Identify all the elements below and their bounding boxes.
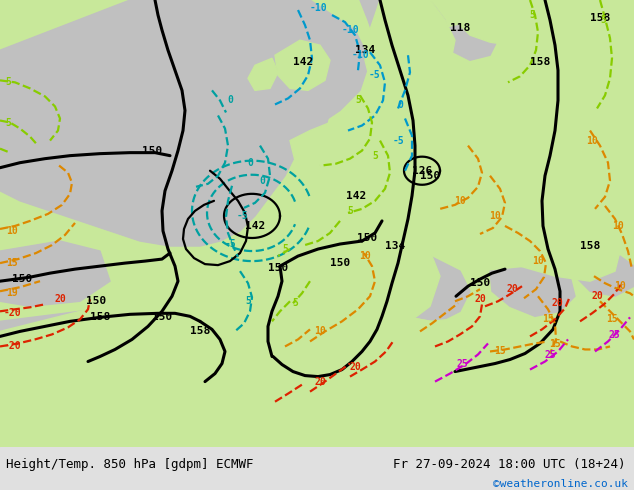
Text: 150: 150 <box>357 233 377 243</box>
Text: 20: 20 <box>474 294 486 304</box>
Polygon shape <box>248 58 278 90</box>
Text: 20: 20 <box>506 284 518 294</box>
Text: 15: 15 <box>6 258 18 268</box>
Text: 15: 15 <box>549 340 561 349</box>
Text: 5: 5 <box>245 296 251 306</box>
Text: 150: 150 <box>268 263 288 273</box>
Polygon shape <box>460 216 620 281</box>
Text: -10: -10 <box>309 3 327 13</box>
Text: 10: 10 <box>489 211 501 221</box>
Polygon shape <box>270 96 330 141</box>
Text: 25: 25 <box>608 330 620 341</box>
Polygon shape <box>425 70 485 121</box>
Text: ©weatheronline.co.uk: ©weatheronline.co.uk <box>493 479 628 489</box>
Polygon shape <box>490 266 575 317</box>
Text: 20: 20 <box>349 362 361 371</box>
Text: 10: 10 <box>612 221 624 231</box>
Text: 15: 15 <box>542 315 554 324</box>
Text: 0: 0 <box>227 96 233 105</box>
Text: 5: 5 <box>347 206 353 216</box>
Text: 10: 10 <box>454 196 466 206</box>
Polygon shape <box>0 0 370 246</box>
Text: 5: 5 <box>529 10 535 20</box>
Polygon shape <box>412 166 465 256</box>
Polygon shape <box>295 251 470 321</box>
Polygon shape <box>422 196 495 256</box>
Text: -5: -5 <box>224 239 236 249</box>
Polygon shape <box>0 301 634 447</box>
Text: 5: 5 <box>355 96 361 105</box>
Text: 158: 158 <box>90 312 110 322</box>
Text: -5: -5 <box>236 211 248 221</box>
Text: 0: 0 <box>397 100 403 110</box>
Polygon shape <box>272 231 440 331</box>
Text: 158: 158 <box>190 326 210 337</box>
Text: 150: 150 <box>142 146 162 156</box>
Text: 5: 5 <box>372 150 378 161</box>
Text: 20: 20 <box>551 298 563 308</box>
Text: 0: 0 <box>259 176 265 186</box>
Text: -10: -10 <box>351 50 369 60</box>
Text: 0: 0 <box>247 158 253 168</box>
Polygon shape <box>430 100 545 176</box>
Text: -5: -5 <box>369 71 381 80</box>
Text: Fr 27-09-2024 18:00 UTC (18+24): Fr 27-09-2024 18:00 UTC (18+24) <box>393 459 626 471</box>
Text: 118: 118 <box>450 23 470 33</box>
Polygon shape <box>0 311 130 371</box>
Polygon shape <box>365 0 455 100</box>
Text: 19: 19 <box>6 288 18 298</box>
Text: 10: 10 <box>314 326 326 337</box>
Text: 15: 15 <box>494 346 506 357</box>
Text: 142: 142 <box>245 221 265 231</box>
Text: 10: 10 <box>586 136 598 146</box>
Text: 150: 150 <box>420 171 440 181</box>
Text: 150: 150 <box>330 258 350 268</box>
Text: 134: 134 <box>385 241 405 251</box>
Polygon shape <box>360 0 450 80</box>
Polygon shape <box>0 306 634 447</box>
Text: 5: 5 <box>5 118 11 127</box>
Text: 126: 126 <box>412 166 432 176</box>
Text: 5: 5 <box>600 15 606 25</box>
Text: 150: 150 <box>12 274 32 284</box>
Text: -5: -5 <box>392 136 404 146</box>
Text: 15: 15 <box>606 315 618 324</box>
Text: -10: -10 <box>341 25 359 35</box>
Text: 142: 142 <box>346 191 366 201</box>
Text: Height/Temp. 850 hPa [gdpm] ECMWF: Height/Temp. 850 hPa [gdpm] ECMWF <box>6 459 254 471</box>
Text: 5: 5 <box>5 77 11 87</box>
Text: 158: 158 <box>590 13 610 23</box>
Text: 25: 25 <box>456 359 468 368</box>
Text: 10: 10 <box>6 226 18 236</box>
Polygon shape <box>578 256 634 296</box>
Text: 20: 20 <box>591 291 603 301</box>
Text: 10: 10 <box>359 251 371 261</box>
Text: 25: 25 <box>544 350 556 361</box>
Text: -20: -20 <box>3 342 21 351</box>
Text: 5: 5 <box>292 298 298 308</box>
Text: 20: 20 <box>314 377 326 387</box>
Polygon shape <box>290 110 420 196</box>
Polygon shape <box>480 0 590 80</box>
Polygon shape <box>440 20 500 60</box>
Text: 5: 5 <box>282 244 288 254</box>
Text: 10: 10 <box>532 256 544 266</box>
Text: 158: 158 <box>580 241 600 251</box>
Text: 158: 158 <box>530 57 550 67</box>
Polygon shape <box>0 241 110 306</box>
Text: 134: 134 <box>355 45 375 55</box>
Polygon shape <box>275 40 330 90</box>
Text: 150: 150 <box>470 278 490 288</box>
Text: -20: -20 <box>3 308 21 318</box>
Polygon shape <box>525 30 634 211</box>
Text: 142: 142 <box>293 57 313 67</box>
Text: 20: 20 <box>54 294 66 304</box>
Polygon shape <box>430 0 540 45</box>
Text: 150: 150 <box>86 296 106 306</box>
Text: 10: 10 <box>614 281 626 291</box>
Text: 150: 150 <box>152 312 172 322</box>
